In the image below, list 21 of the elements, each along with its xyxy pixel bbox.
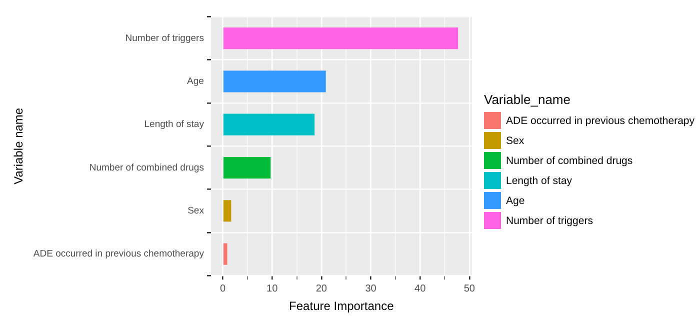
y-tick-label: Number of triggers	[125, 32, 204, 44]
x-axis-title: Feature Importance	[289, 299, 394, 314]
legend-label: Number of triggers	[506, 214, 593, 226]
legend-label: Age	[506, 194, 525, 206]
x-tick-label: 30	[365, 283, 377, 294]
y-tick-label: Number of combined drugs	[89, 162, 204, 174]
x-tick-label: 0	[220, 283, 226, 294]
legend-title: Variable_name	[484, 92, 572, 107]
y-tick-label: Age	[187, 76, 204, 88]
y-tick-label: Length of stay	[144, 119, 204, 130]
x-tick-label: 10	[266, 283, 278, 294]
y-tick-label: ADE occurred in previous chemotherapy	[33, 248, 204, 260]
y-tick-label: Sex	[188, 206, 204, 216]
legend-label: Length of stay	[506, 174, 572, 186]
y-axis-title: Variable name	[12, 108, 26, 184]
x-tick-label: 40	[414, 283, 426, 294]
x-tick-label: 20	[316, 283, 328, 294]
legend-label: ADE occurred in previous chemotherapy	[506, 114, 695, 126]
legend-label: Number of combined drugs	[506, 154, 633, 166]
legend-label: Sex	[506, 134, 524, 146]
x-tick-label: 50	[464, 283, 476, 294]
